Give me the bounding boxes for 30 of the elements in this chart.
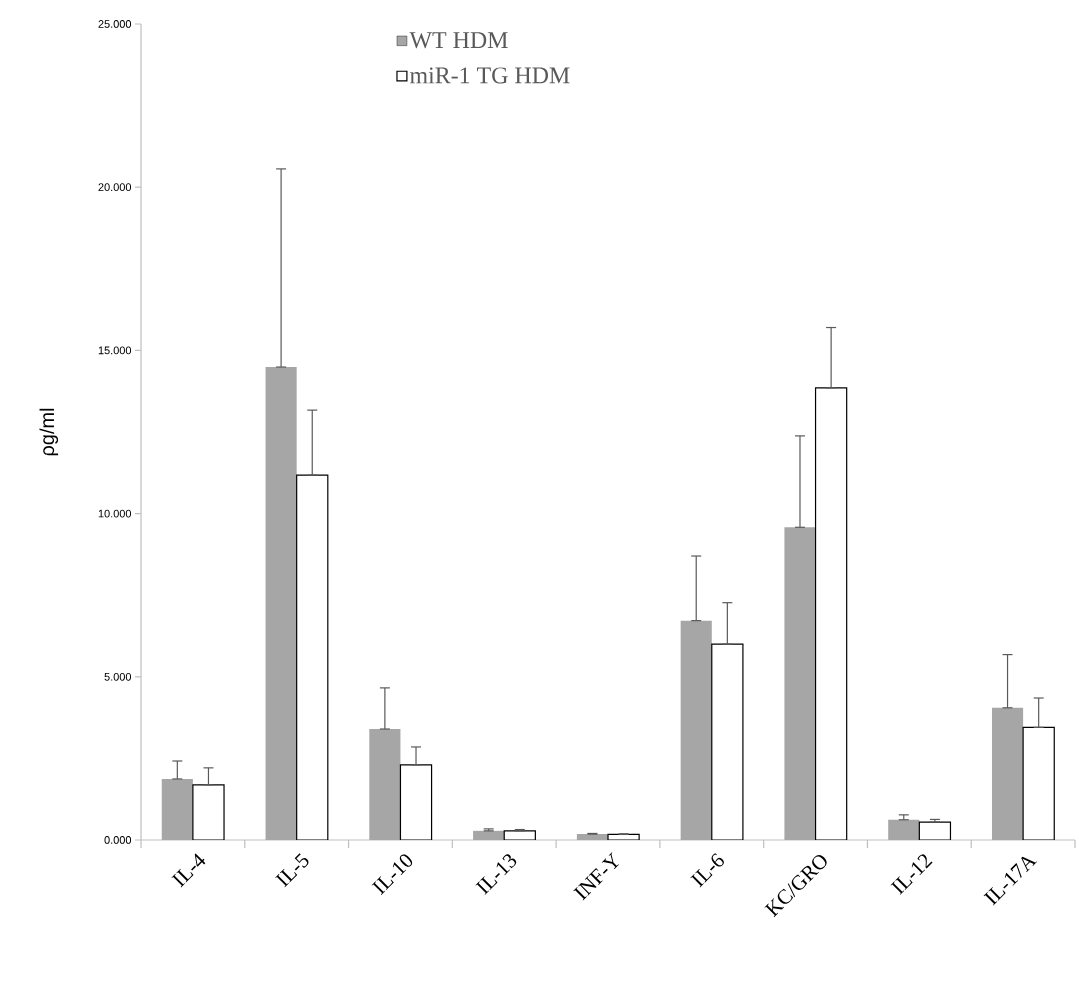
bar	[1022, 726, 1055, 840]
bar	[192, 784, 225, 840]
x-tick-label: IL-4	[171, 853, 206, 888]
bar	[711, 643, 744, 840]
bar	[888, 819, 920, 840]
bar	[473, 830, 505, 840]
bar	[784, 527, 816, 840]
legend-label: WT HDM	[409, 32, 508, 49]
y-tick-label: 10.000	[98, 509, 132, 518]
y-axis-title: ρg/ml	[39, 408, 59, 456]
y-tick-label: 0.000	[104, 836, 132, 844]
bar	[161, 778, 193, 840]
x-tick-label: IL-5	[275, 853, 309, 888]
y-tick-label: 5.000	[104, 672, 132, 681]
bar	[918, 821, 952, 840]
bar	[369, 729, 401, 840]
bar	[265, 367, 297, 840]
bar	[991, 707, 1024, 840]
bar	[680, 620, 712, 840]
x-tick-label: IL-6	[690, 853, 724, 888]
bar	[814, 387, 848, 840]
y-tick-label: 20.000	[98, 183, 132, 192]
bar	[576, 834, 608, 840]
bar	[296, 474, 329, 840]
bar	[607, 833, 640, 840]
bar	[399, 764, 433, 840]
legend-label: miR-1 TG HDM	[409, 67, 570, 84]
y-tick-label: 25.000	[98, 20, 132, 28]
bar	[503, 830, 536, 840]
y-tick-label: 15.000	[98, 346, 132, 355]
